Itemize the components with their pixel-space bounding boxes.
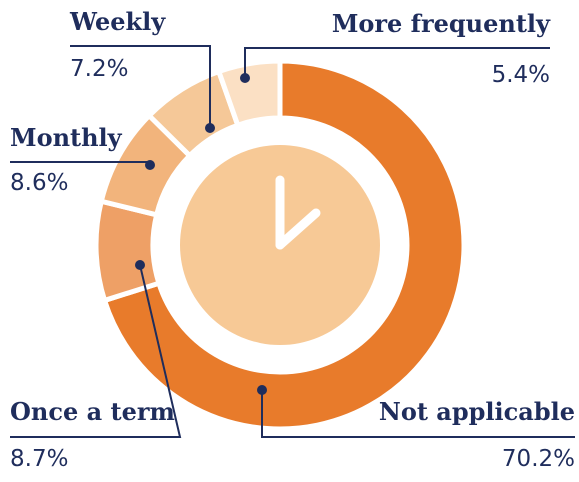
clock-hand [275,208,321,250]
leader-dot [205,123,215,133]
leader-line [70,45,211,128]
donut-segment [215,58,283,129]
segment-label: Monthly [10,123,123,152]
leader-dot [135,260,145,270]
leader-line [244,47,550,78]
leader-dot [145,160,155,170]
leader-dot [257,385,267,395]
leader-line [261,390,575,438]
value-label: 70.2% [502,446,575,472]
value-label: 8.7% [10,446,68,472]
segment-label: Not applicable [379,397,575,426]
leader-line [10,264,182,438]
donut-segment [101,58,467,432]
segment-label: Weekly [69,7,166,36]
donut-segment [93,198,163,304]
segment-label: Once a term [10,397,175,426]
value-label: 5.4% [492,62,550,88]
leader-dot [240,73,250,83]
value-label: 7.2% [70,56,128,82]
segment-label: More frequently [332,9,551,38]
value-label: 8.6% [10,170,68,196]
